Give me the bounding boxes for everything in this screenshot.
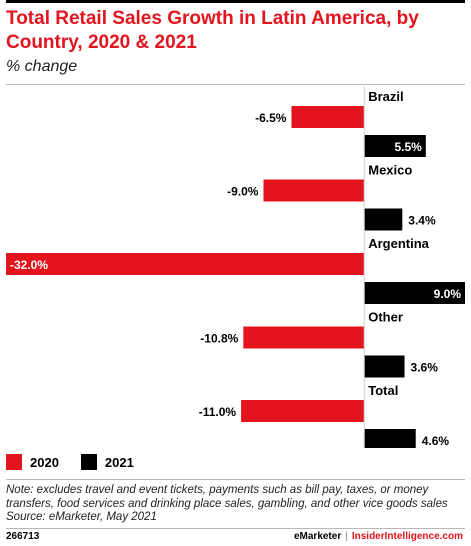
data-label-total-2020: -11.0% [199,405,237,419]
chart-subtitle: % change [6,58,78,75]
bar-argentina-2020 [6,253,365,275]
data-label-mexico-2021: 3.4% [408,214,436,228]
bar-chart: Brazil -6.5% 5.5% Mexico -9.0% 3.4% Argentina -… [6,86,465,448]
data-label-mexico-2020: -9.0% [227,185,259,199]
bar-brazil-2020 [291,106,365,128]
category-label-argentina: Argentina [368,236,429,251]
category-label-mexico: Mexico [368,163,412,178]
brand-credit: eMarketer | InsiderIntelligence.com [294,531,463,542]
data-label-argentina-2021: 9.0% [434,287,462,301]
data-label-other-2020: -10.8% [200,332,238,346]
footer-divider [6,528,465,529]
footnote-source: Source: eMarketer, May 2021 [6,511,157,523]
brand-emarketer: eMarketer [293,531,342,542]
legend-label-2021: 2021 [104,454,134,470]
bar-mexico-2021 [364,208,403,231]
legend-swatch-2021 [80,454,97,470]
data-label-total-2021: 4.6% [422,434,450,448]
footnote: Note: excludes travel and event tickets,… [6,484,466,525]
data-label-other-2021: 3.6% [411,361,439,375]
bar-other-2020 [243,326,365,349]
bar-total-2021 [364,429,416,448]
legend-label-2020: 2020 [30,454,59,470]
category-label-brazil: Brazil [368,89,403,104]
legend-item-2021: 2021 [80,454,134,470]
brand-separator: | [345,531,348,542]
bar-brazil-2021 [364,135,426,157]
legend-swatch-2020 [6,454,22,470]
chart-title: Total Retail Sales Growth in Latin Ameri… [6,8,419,53]
legend-item-2020: 2020 [6,454,59,470]
data-label-brazil-2020: -6.5% [255,111,287,125]
chart-legend: 2020 2021 [6,452,156,472]
top-rule [6,0,465,3]
data-label-argentina-2020: -32.0% [10,258,48,272]
bar-other-2021 [364,355,405,378]
brand-insider-intelligence: InsiderIntelligence.com [351,531,463,542]
bar-argentina-2021 [364,282,465,304]
category-label-total: Total [368,383,398,398]
footer-divider-top [6,479,465,480]
category-label-other: Other [368,310,403,325]
footnote-note: Note: excludes travel and event tickets,… [6,484,448,510]
bar-total-2020 [241,400,365,422]
chart-id: 266713 [6,531,40,542]
header-divider [6,84,465,85]
bar-mexico-2020 [263,179,365,202]
data-label-brazil-2021: 5.5% [394,140,422,154]
